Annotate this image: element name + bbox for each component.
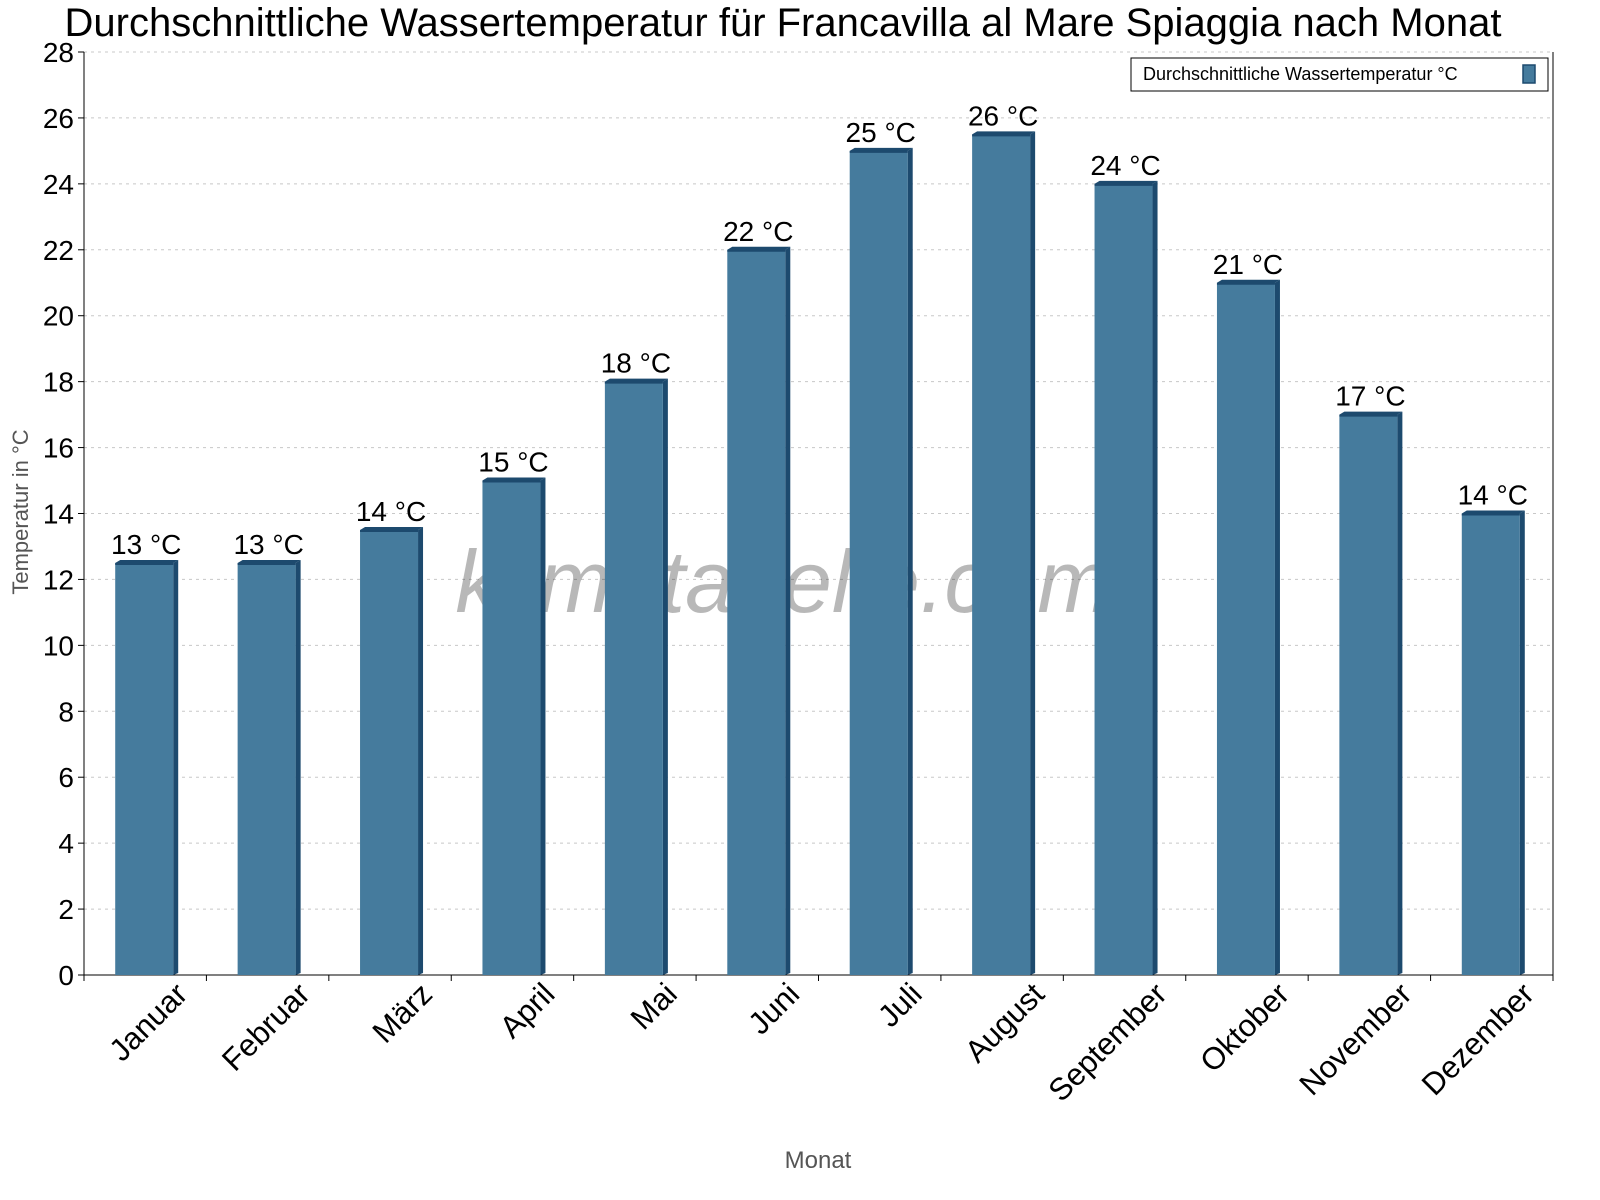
bar-top <box>1094 180 1158 186</box>
y-tick-label: 20 <box>43 301 74 332</box>
data-label: 13 °C <box>233 529 303 560</box>
y-tick-label: 10 <box>43 630 74 661</box>
bar <box>482 480 541 975</box>
bar-top <box>1339 411 1403 417</box>
legend: Durchschnittliche Wassertemperatur °C <box>1130 57 1549 92</box>
bar <box>115 562 174 975</box>
bar-top <box>604 378 668 384</box>
bar-side <box>418 526 424 975</box>
bar <box>1461 513 1520 975</box>
bar-side <box>1274 279 1280 975</box>
bar <box>1339 414 1398 975</box>
bar-side <box>1030 131 1036 976</box>
y-tick-label: 8 <box>58 696 74 727</box>
data-label: 17 °C <box>1335 381 1405 412</box>
y-tick-label: 12 <box>43 564 74 595</box>
x-tick-label: Juni <box>741 976 806 1041</box>
bar-top <box>727 246 791 252</box>
bar-top <box>237 559 301 565</box>
y-tick-label: 22 <box>43 235 74 266</box>
bar-side <box>1152 180 1158 975</box>
x-tick-label: Januar <box>102 976 194 1068</box>
bar <box>360 529 419 975</box>
data-label: 18 °C <box>601 348 671 379</box>
x-tick-label: April <box>493 976 562 1045</box>
bar <box>849 150 908 976</box>
y-tick-label: 0 <box>58 960 74 991</box>
bar-side <box>785 246 791 976</box>
bar-top <box>482 477 546 483</box>
y-tick-label: 18 <box>43 367 74 398</box>
bars <box>115 131 1525 976</box>
chart-title: Durchschnittliche Wassertemperatur für F… <box>65 1 1502 45</box>
bar-side <box>662 378 668 976</box>
bar-side <box>907 147 913 976</box>
x-axis-label: Monat <box>785 1147 852 1174</box>
bar-side <box>295 559 301 975</box>
bar-side <box>1519 510 1525 975</box>
bar <box>237 562 296 975</box>
bar <box>727 249 786 976</box>
legend-label: Durchschnittliche Wassertemperatur °C <box>1143 64 1458 84</box>
bar-top <box>1461 510 1525 516</box>
bar-top <box>360 526 424 532</box>
y-tick-label: 14 <box>43 499 74 530</box>
data-label: 22 °C <box>723 216 793 247</box>
data-label: 26 °C <box>968 100 1038 131</box>
x-tick-label: Mai <box>624 976 684 1036</box>
data-label: 21 °C <box>1213 249 1283 280</box>
y-tick-label: 16 <box>43 433 74 464</box>
bar-top <box>1216 279 1280 285</box>
y-tick-label: 6 <box>58 762 74 793</box>
x-tick-label: November <box>1292 976 1418 1102</box>
bar <box>1216 282 1275 975</box>
y-tick-label: 4 <box>58 828 74 859</box>
data-label: 14 °C <box>356 496 426 527</box>
x-tick-label: August <box>958 976 1051 1069</box>
data-labels: 13 °C 13 °C 14 °C 15 °C 18 °C 22 °C 25 °C 26 °C… <box>111 100 1528 560</box>
x-tick-label: Februar <box>215 976 317 1078</box>
bar <box>972 134 1031 976</box>
bar <box>1094 183 1153 975</box>
data-label: 15 °C <box>478 447 548 478</box>
x-tick-label: Oktober <box>1193 976 1296 1079</box>
legend-box <box>1130 57 1549 92</box>
data-label: 14 °C <box>1458 480 1528 511</box>
bar-top <box>115 559 179 565</box>
legend-swatch <box>1522 64 1536 84</box>
data-label: 13 °C <box>111 529 181 560</box>
bar <box>604 381 663 976</box>
bar-top <box>972 131 1036 137</box>
data-label: 25 °C <box>846 117 916 148</box>
y-tick-label: 28 <box>43 37 74 68</box>
bar-side <box>540 477 546 975</box>
x-tick-label: September <box>1042 976 1174 1108</box>
y-axis-label: Temperatur in °C <box>8 429 33 594</box>
bar-side <box>1397 411 1403 975</box>
y-tick-label: 2 <box>58 894 74 925</box>
x-tick-label: Juli <box>871 976 929 1034</box>
x-tick-label: Dezember <box>1415 976 1541 1102</box>
bar-top <box>849 147 913 153</box>
y-tick-label: 26 <box>43 103 74 134</box>
bar-side <box>173 559 179 975</box>
y-tick-label: 24 <box>43 169 74 200</box>
x-tick-label: März <box>366 976 439 1049</box>
data-label: 24 °C <box>1090 150 1160 181</box>
gridlines <box>84 51 1553 910</box>
